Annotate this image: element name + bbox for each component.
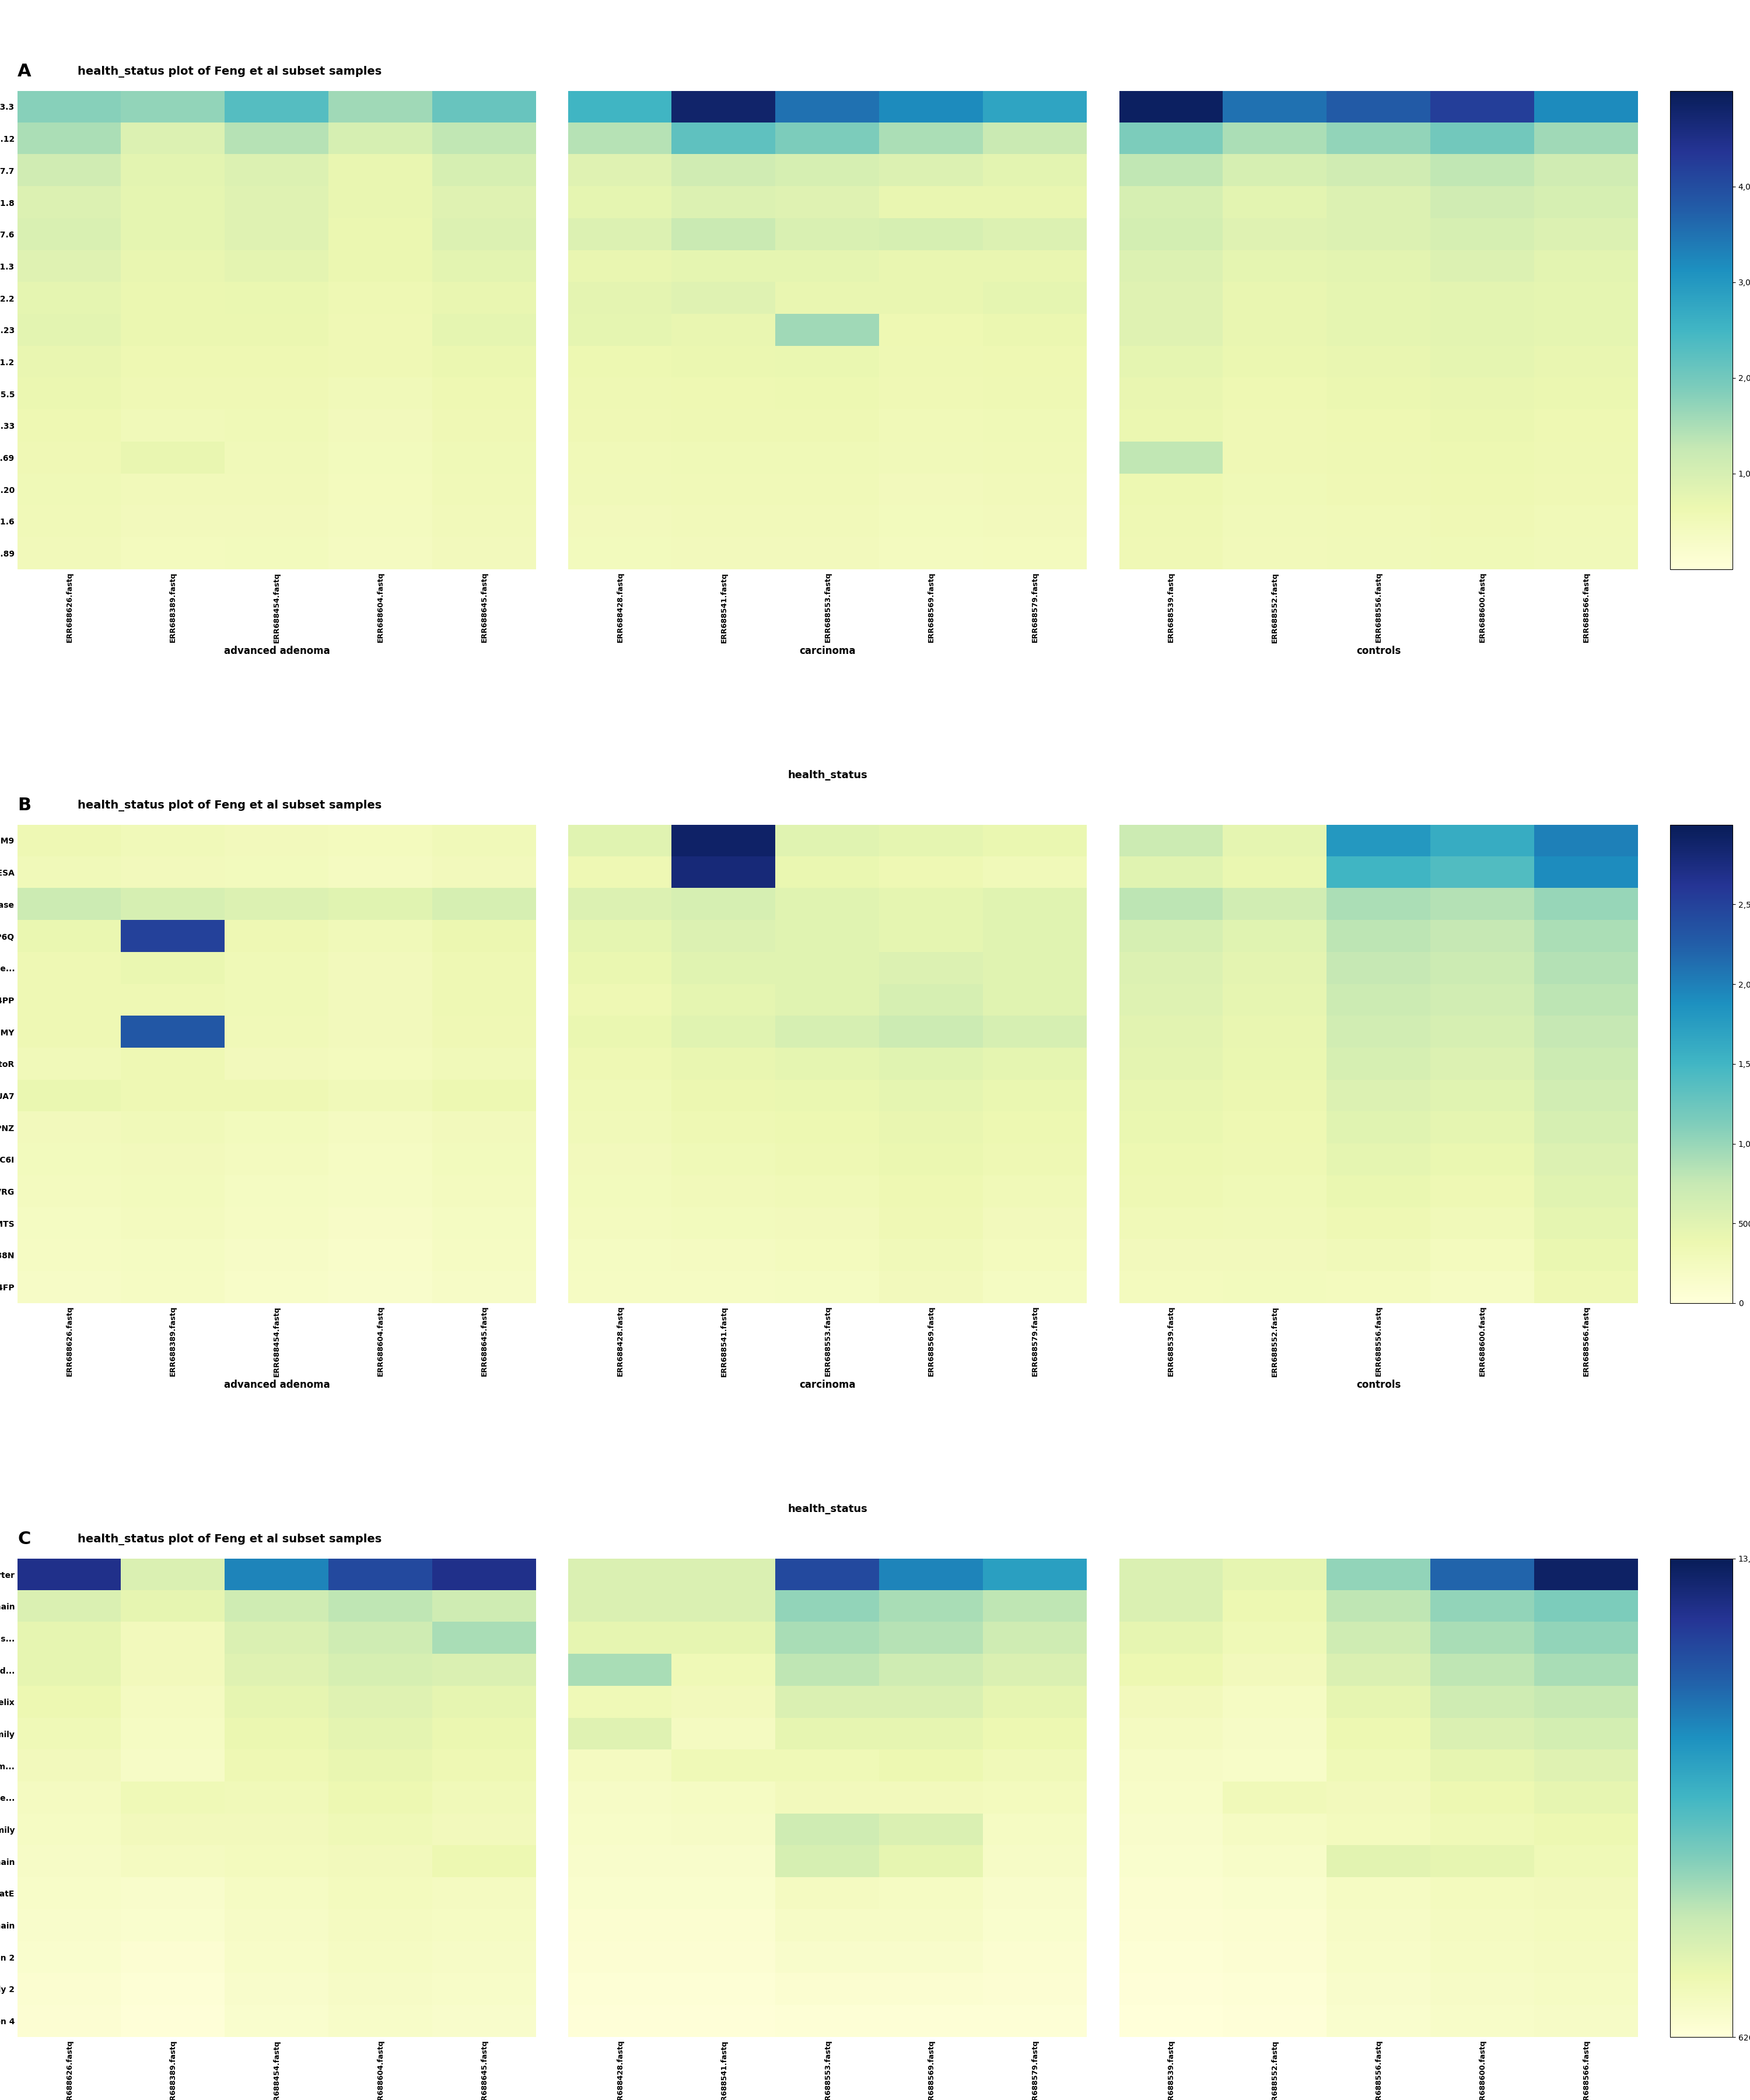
X-axis label: carcinoma: carcinoma [800, 647, 856, 657]
X-axis label: carcinoma: carcinoma [800, 1380, 856, 1390]
Text: C: C [18, 1531, 30, 1548]
Text: health_status plot of Feng et al subset samples: health_status plot of Feng et al subset … [77, 800, 382, 811]
Text: health_status: health_status [788, 771, 868, 781]
Text: B: B [18, 798, 32, 815]
Text: A: A [18, 63, 32, 80]
X-axis label: controls: controls [1356, 1380, 1402, 1390]
Text: health_status plot of Feng et al subset samples: health_status plot of Feng et al subset … [77, 1533, 382, 1546]
X-axis label: advanced adenoma: advanced adenoma [224, 647, 329, 657]
X-axis label: controls: controls [1356, 647, 1402, 657]
Text: health_status plot of Feng et al subset samples: health_status plot of Feng et al subset … [77, 65, 382, 78]
Text: health_status: health_status [788, 1504, 868, 1514]
X-axis label: advanced adenoma: advanced adenoma [224, 1380, 329, 1390]
